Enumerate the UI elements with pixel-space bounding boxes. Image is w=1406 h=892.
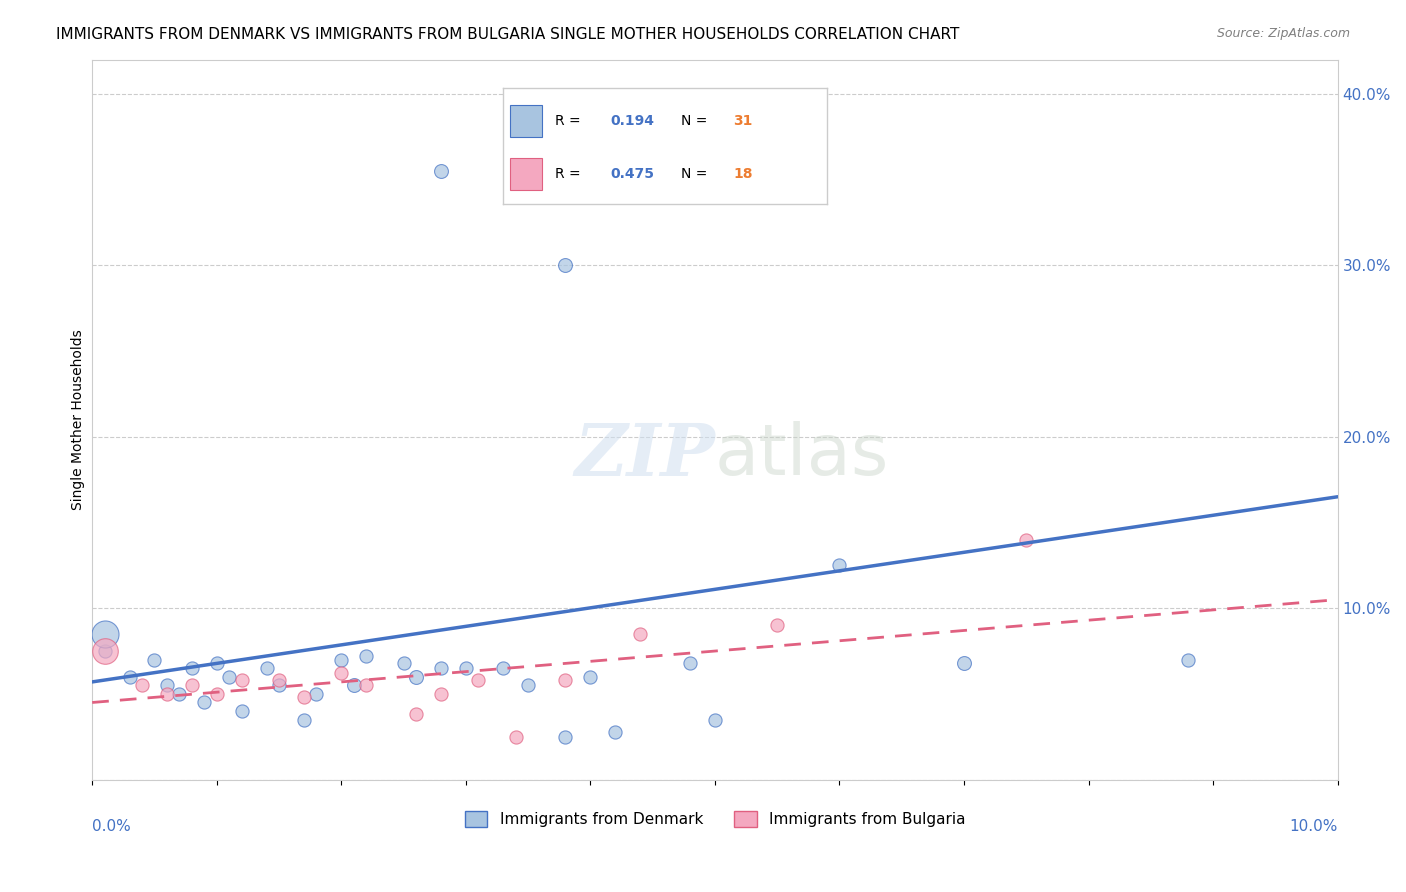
Point	[330, 666, 353, 681]
Point	[405, 670, 427, 684]
Point	[605, 724, 627, 739]
Point	[205, 687, 228, 701]
Point	[505, 730, 527, 744]
Point	[1015, 533, 1038, 547]
Point	[430, 687, 453, 701]
Point	[828, 558, 851, 573]
Point	[579, 670, 602, 684]
Point	[392, 656, 415, 670]
Point	[231, 704, 253, 718]
Point	[193, 696, 215, 710]
Point	[292, 690, 315, 705]
Point	[703, 713, 725, 727]
Point	[330, 652, 353, 666]
Point	[766, 618, 789, 632]
Point	[180, 678, 202, 692]
Point	[554, 730, 576, 744]
Point	[180, 661, 202, 675]
Legend: Immigrants from Denmark, Immigrants from Bulgaria: Immigrants from Denmark, Immigrants from…	[458, 805, 972, 833]
Point	[405, 707, 427, 722]
Point	[131, 678, 153, 692]
Point	[1177, 652, 1199, 666]
Point	[93, 627, 115, 641]
Text: atlas: atlas	[714, 421, 889, 490]
Point	[205, 656, 228, 670]
Point	[143, 652, 166, 666]
Text: ZIP: ZIP	[574, 420, 714, 491]
Point	[517, 678, 540, 692]
Text: IMMIGRANTS FROM DENMARK VS IMMIGRANTS FROM BULGARIA SINGLE MOTHER HOUSEHOLDS COR: IMMIGRANTS FROM DENMARK VS IMMIGRANTS FR…	[56, 27, 960, 42]
Text: Source: ZipAtlas.com: Source: ZipAtlas.com	[1216, 27, 1350, 40]
Point	[305, 687, 328, 701]
Point	[467, 673, 489, 688]
Point	[118, 670, 141, 684]
Point	[554, 673, 576, 688]
Point	[156, 678, 179, 692]
Point	[267, 678, 290, 692]
Point	[430, 661, 453, 675]
Point	[554, 258, 576, 272]
Point	[953, 656, 976, 670]
Point	[430, 164, 453, 178]
Point	[454, 661, 477, 675]
Text: 0.0%: 0.0%	[93, 819, 131, 834]
Point	[628, 627, 651, 641]
Point	[492, 661, 515, 675]
Point	[93, 644, 115, 658]
Point	[256, 661, 278, 675]
Text: 10.0%: 10.0%	[1289, 819, 1337, 834]
Point	[292, 713, 315, 727]
Point	[679, 656, 702, 670]
Point	[267, 673, 290, 688]
Point	[354, 678, 377, 692]
Y-axis label: Single Mother Households: Single Mother Households	[72, 329, 86, 510]
Point	[218, 670, 240, 684]
Point	[169, 687, 191, 701]
Point	[156, 687, 179, 701]
Point	[93, 644, 115, 658]
Point	[354, 649, 377, 664]
Point	[343, 678, 366, 692]
Point	[231, 673, 253, 688]
